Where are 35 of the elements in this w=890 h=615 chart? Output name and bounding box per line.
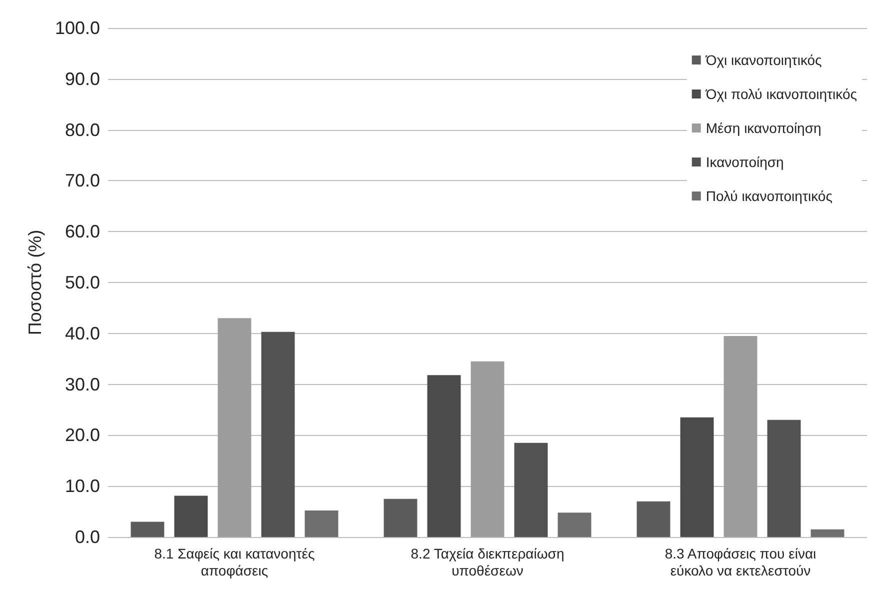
x-tick-label: 8.3 Αποφάσεις που είναι εύκολο να εκτελεστούν <box>664 546 816 578</box>
y-tick-label: 60.0 <box>64 222 100 242</box>
y-tick-label: 90.0 <box>64 68 100 89</box>
bar <box>384 498 418 537</box>
y-tick-label: 70.0 <box>64 170 100 191</box>
y-tick-label: 40.0 <box>64 323 100 344</box>
legend-label: Όχι πολύ ικανοποιητικός <box>704 86 858 102</box>
y-tick-label: 30.0 <box>64 374 100 394</box>
legend-label: Πολύ ικανοποιητικός <box>706 188 833 204</box>
bar <box>304 510 338 537</box>
bar <box>174 496 208 537</box>
y-tick-label: 20.0 <box>64 425 100 446</box>
bar <box>130 522 164 537</box>
y-tick-label: 80.0 <box>64 120 100 140</box>
bar <box>261 332 295 537</box>
x-tick-label: 8.2 Ταχεία διεκπεραίωση υποθέσεων <box>410 546 564 578</box>
bar <box>724 336 758 537</box>
legend-label: Όχι ικανοποιητικός <box>704 52 822 68</box>
bar <box>470 361 504 537</box>
y-tick-label: 100.0 <box>54 18 100 38</box>
bar <box>767 420 801 537</box>
legend-label: Μέση ικανοποίηση <box>706 120 822 136</box>
x-tick-label: 8.1 Σαφείς και κατανοητές αποφάσεις <box>154 546 316 578</box>
y-tick-label: 10.0 <box>64 476 100 496</box>
y-axis-title: Ποσοστό (%) <box>25 230 46 336</box>
y-tick-label: 50.0 <box>64 272 100 292</box>
bar <box>514 442 548 537</box>
y-tick-label: 0.0 <box>74 527 100 547</box>
bar <box>427 375 461 537</box>
bar <box>558 512 592 537</box>
legend-label: Ικανοποίηση <box>706 154 784 170</box>
bar <box>810 529 844 537</box>
bar <box>218 318 252 537</box>
bar <box>680 417 714 537</box>
bar <box>636 501 670 537</box>
